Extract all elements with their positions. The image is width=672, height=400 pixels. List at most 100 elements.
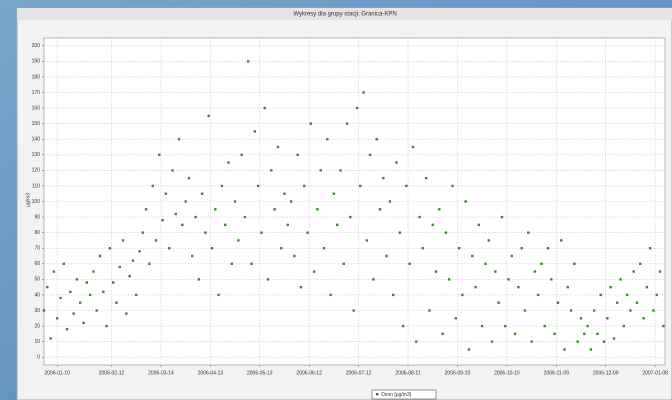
x-tick-label: 2006-04-13 [198,370,224,376]
point [520,247,523,250]
y-tick-label: 30 [34,308,40,314]
point [546,247,550,250]
point [154,239,158,242]
point [233,200,237,203]
chart-title: Wykresy dla grupy stacji: Granica-KPN [293,12,396,18]
point [385,254,388,258]
point [602,340,606,343]
point [105,324,108,328]
point [589,348,593,351]
point [563,348,566,351]
point [392,293,395,297]
point [461,293,464,297]
point [635,301,639,304]
point [62,262,65,265]
point [312,270,316,273]
point [65,327,69,331]
point [322,247,326,250]
point [451,184,454,188]
point [82,321,85,325]
point [368,153,372,156]
point [237,239,240,242]
point [540,262,543,265]
point [223,223,227,227]
x-tick-label: 2006-11-09 [544,370,569,376]
point [214,208,217,211]
point [438,208,441,211]
point [79,301,82,304]
point [454,317,458,320]
point [108,247,112,250]
point [98,254,102,258]
point [477,223,481,227]
point [401,324,405,328]
point [560,239,563,242]
point [342,262,345,265]
point [365,239,369,242]
point [619,278,622,281]
point [263,106,266,110]
point [569,309,573,312]
legend-label: Ozon [µg/m3] [381,392,412,398]
point [652,309,655,312]
point [645,285,649,289]
point [273,208,276,211]
point [530,340,533,343]
point [622,324,626,328]
y-tick-label: 70 [34,246,40,252]
point [662,324,665,328]
point [352,309,355,312]
point [424,176,428,180]
point [59,296,62,300]
point [336,223,339,227]
point [599,293,602,297]
point [494,270,497,273]
point [125,312,128,315]
point [276,145,280,149]
x-tick-label: 2006-03-14 [148,370,174,376]
point [181,223,184,227]
y-tick-label: 150 [32,121,41,127]
x-tick-label: 2006-09-10 [445,370,471,376]
point [243,215,247,219]
point [639,262,642,265]
point [289,200,293,203]
point [270,169,273,172]
point [46,285,49,289]
x-tick-label: 2007-01-08 [642,370,668,376]
point [42,309,46,312]
point [405,184,408,188]
y-tick-label: 40 [34,292,40,298]
point [299,285,303,289]
point [497,301,500,304]
point [240,153,243,156]
y-tick-label: 10 [34,339,40,345]
point [606,317,609,320]
point [543,324,546,328]
point [293,254,296,258]
y-tick-label: 60 [34,261,40,267]
point [398,231,401,234]
point [362,91,365,94]
point [355,106,359,110]
y-tick-label: 80 [34,230,40,236]
x-tick-label: 2006-02-12 [99,370,125,376]
point [52,270,56,273]
title-bar [17,8,672,20]
point [92,270,95,273]
x-tick-label: 2006-07-12 [346,370,372,376]
point [418,215,421,219]
point [161,218,164,222]
y-tick-label: 120 [32,168,41,174]
x-tick-label: 2006-12-09 [593,370,619,376]
point [556,301,560,304]
point [448,278,451,281]
point [467,348,471,351]
point [55,317,59,320]
point [415,340,418,343]
point [247,60,250,63]
point [128,275,131,278]
y-axis-label: µg/m3 [25,193,31,207]
point [197,278,201,281]
